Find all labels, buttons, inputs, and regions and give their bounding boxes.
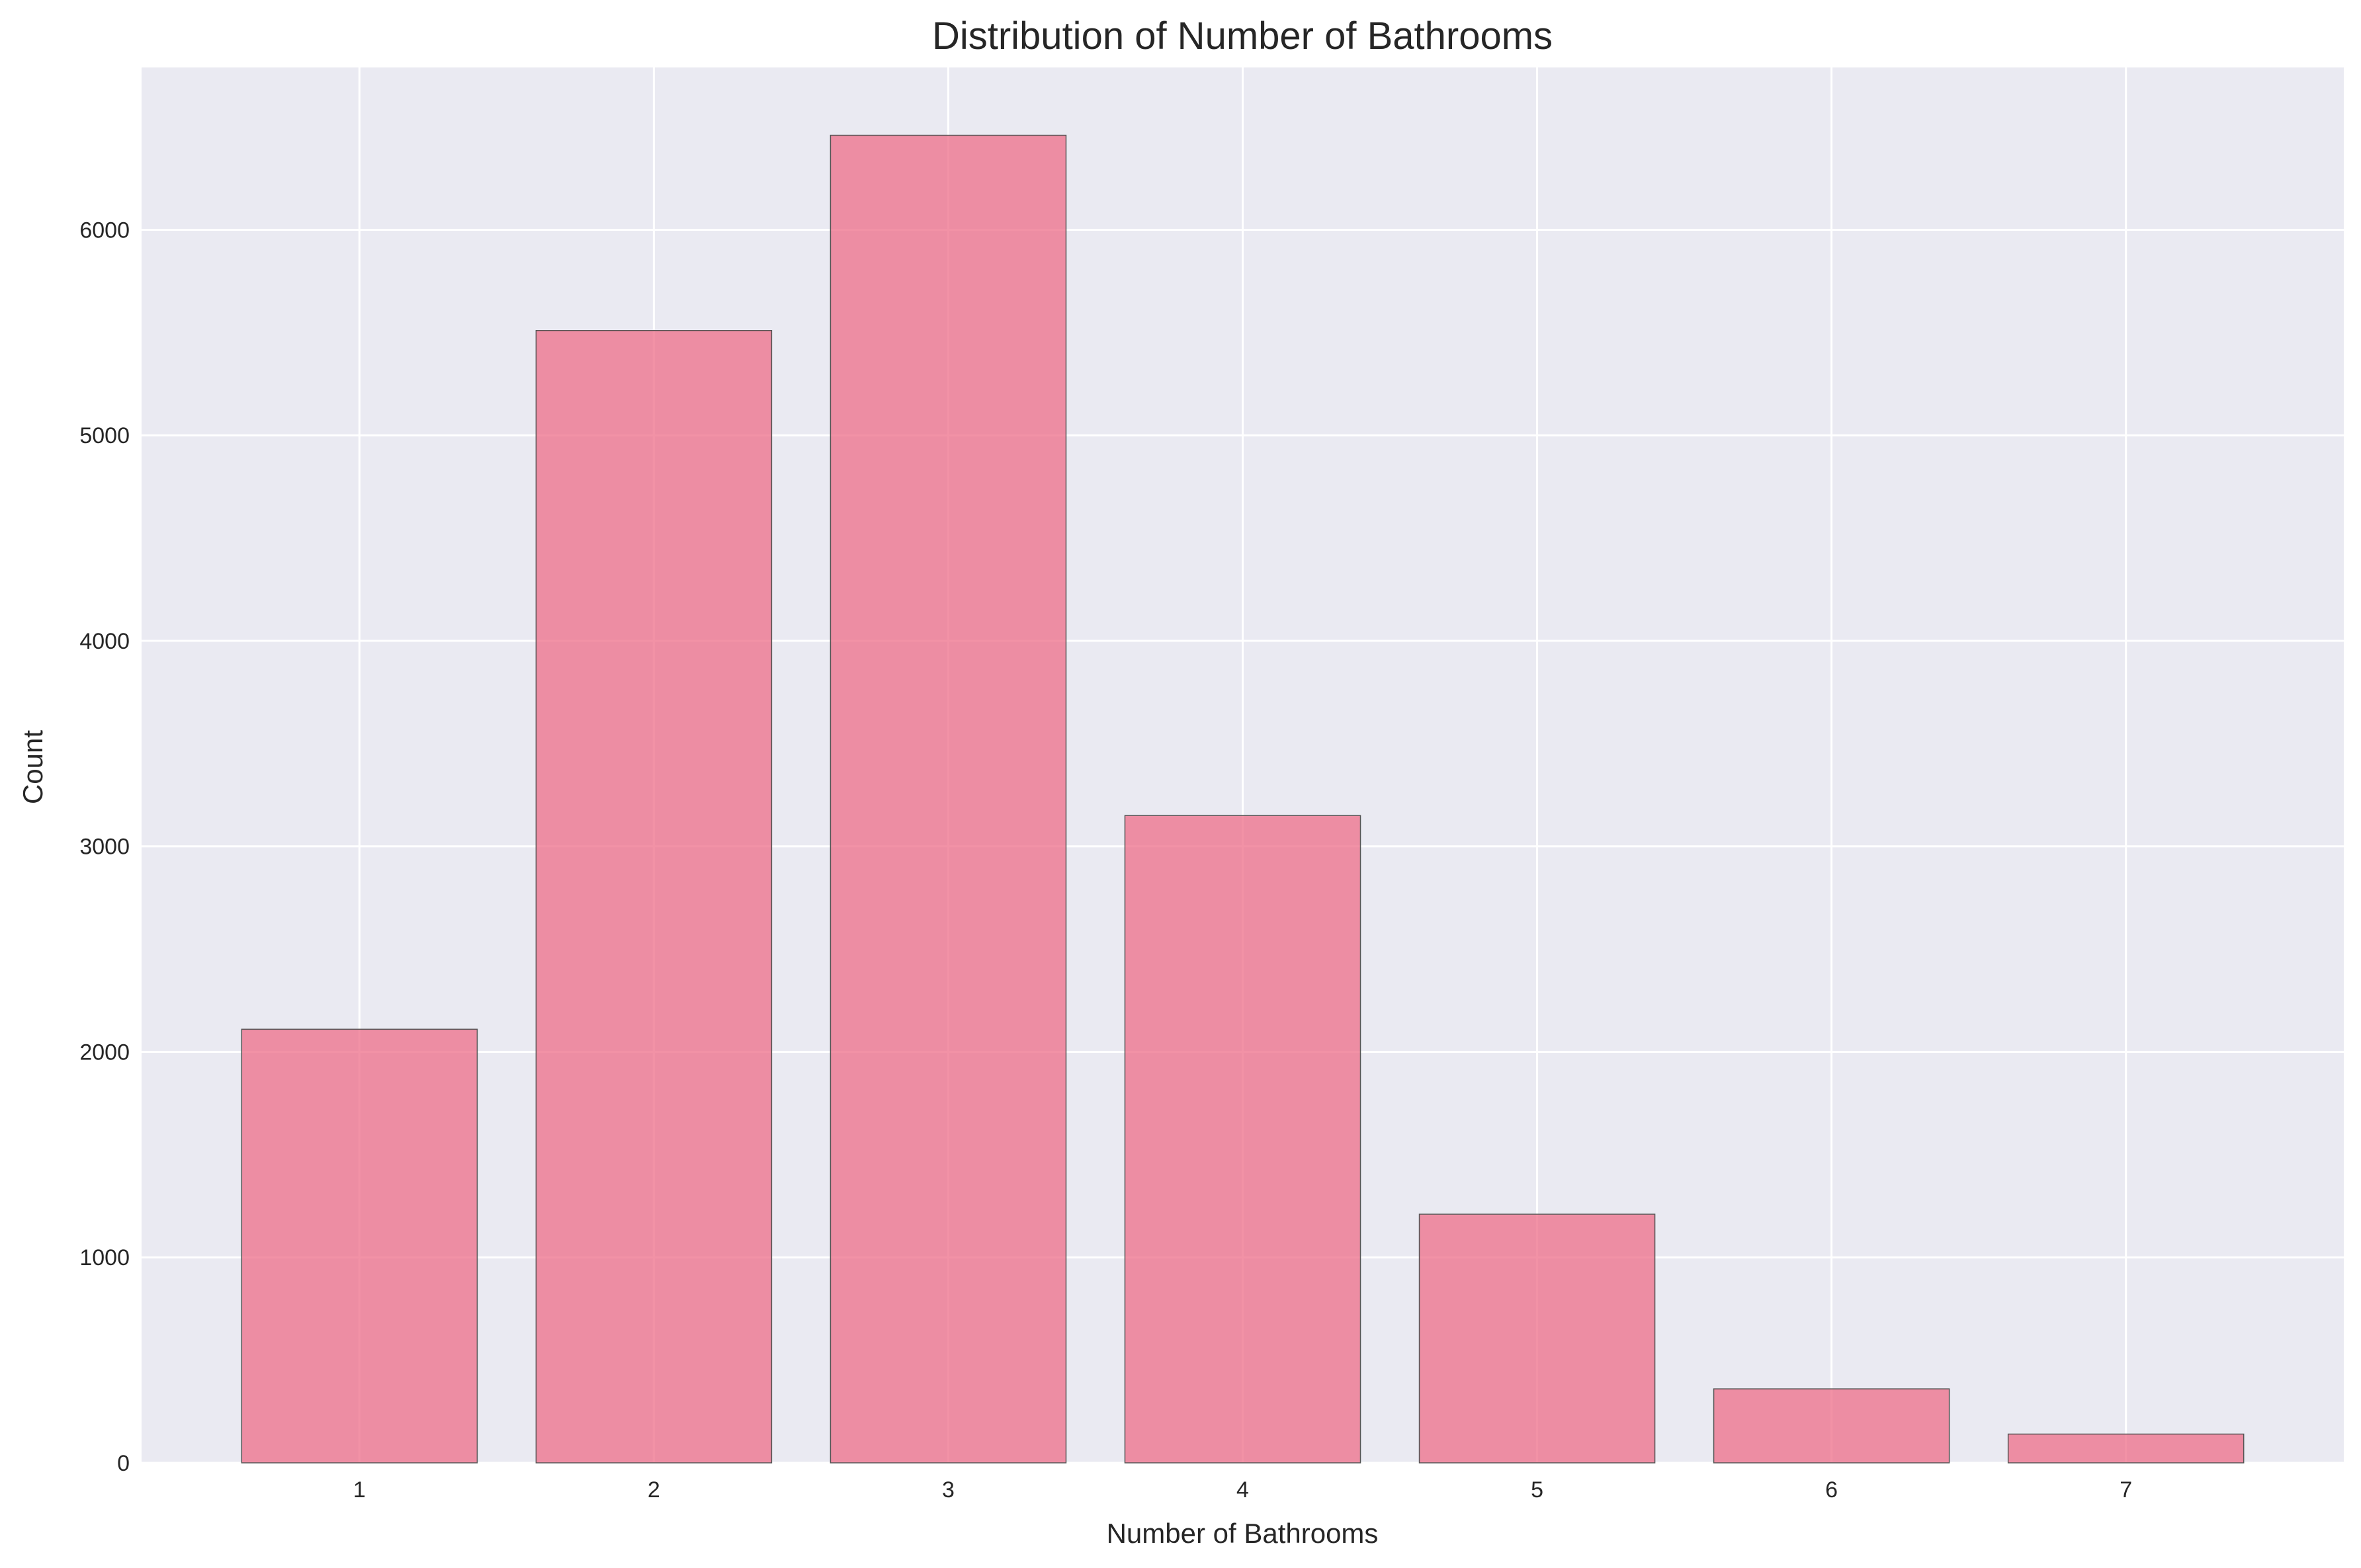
x-axis-label: Number of Bathrooms: [1107, 1518, 1379, 1549]
bar-1: [241, 1028, 478, 1464]
y-tick-label: 0: [117, 1451, 130, 1476]
bar-7: [2007, 1433, 2245, 1464]
y-tick-label: 2000: [79, 1040, 130, 1065]
x-tick-label: 1: [353, 1477, 366, 1503]
y-axis-label: Count: [17, 730, 48, 804]
y-tick-labels: 0 1000 2000 3000 4000 5000 6000: [79, 218, 130, 1476]
x-tick-label: 5: [1531, 1477, 1543, 1503]
bar-3: [830, 134, 1067, 1464]
x-tick-label: 6: [1825, 1477, 1838, 1503]
x-tick-label: 2: [648, 1477, 660, 1503]
bar-6: [1713, 1388, 1950, 1464]
y-tick-label: 6000: [79, 218, 130, 243]
bar-4: [1124, 815, 1361, 1464]
bars: [241, 134, 2245, 1464]
x-tick-label: 4: [1236, 1477, 1249, 1503]
y-tick-label: 3000: [79, 835, 130, 860]
y-tick-label: 4000: [79, 629, 130, 654]
chart-title: Distribution of Number of Bathrooms: [932, 15, 1553, 58]
x-tick-label: 7: [2120, 1477, 2132, 1503]
bar-5: [1418, 1214, 1656, 1464]
x-tick-label: 3: [942, 1477, 955, 1503]
bar-2: [535, 330, 773, 1464]
x-tick-labels: 1 2 3 4 5 6 7: [353, 1477, 2132, 1503]
y-tick-label: 1000: [79, 1245, 130, 1270]
y-tick-label: 5000: [79, 423, 130, 448]
